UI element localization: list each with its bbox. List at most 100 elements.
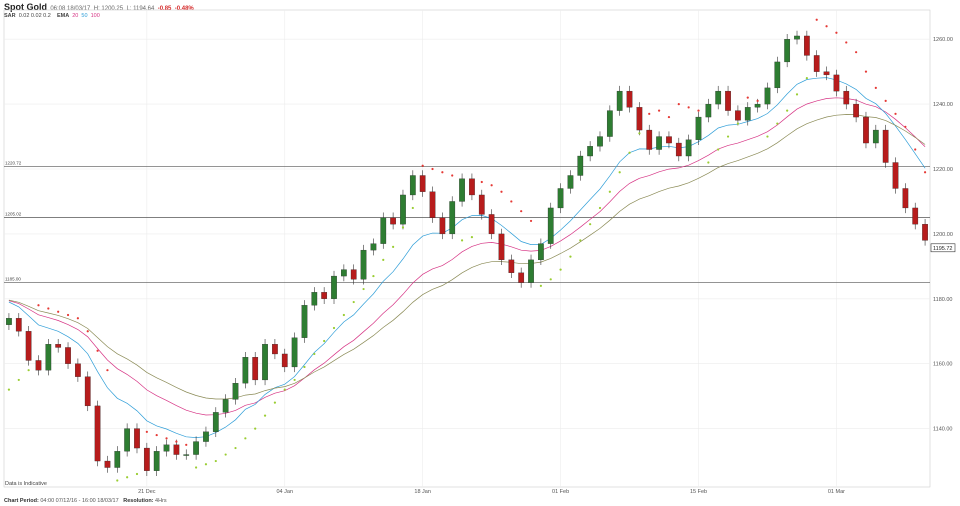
sar-dot <box>234 446 237 450</box>
candle-body <box>813 55 820 72</box>
sar-dot <box>47 307 50 310</box>
candle-body <box>153 451 160 471</box>
candle-body <box>725 90 731 111</box>
candle-body <box>528 259 534 283</box>
candle-body <box>872 129 879 144</box>
sar-dot <box>657 109 661 112</box>
candle-body <box>163 444 170 452</box>
sar-dot <box>707 161 710 164</box>
candle-body <box>754 103 761 108</box>
candle-body <box>242 357 249 384</box>
sar-dot <box>313 352 316 356</box>
sar-dot <box>835 31 838 34</box>
sar-dot <box>736 122 740 125</box>
sar-dot <box>57 310 60 313</box>
ema100-line <box>8 114 926 400</box>
chart-period-label: Chart Period: <box>4 498 39 504</box>
y-tick-label: 1160.00 <box>933 362 952 368</box>
sar-dot <box>904 125 907 128</box>
candle-body <box>193 441 199 455</box>
candle-body <box>104 460 111 468</box>
resolution-value: 4Hrs <box>155 498 167 504</box>
sar-params: 0.02 0.02 0.2 <box>18 13 51 19</box>
candle-body <box>94 405 101 462</box>
sar-dot <box>559 268 562 271</box>
sar-dot <box>677 103 680 106</box>
candle-body <box>469 178 475 196</box>
candle-body <box>35 360 42 371</box>
chart-period-value: 04:00 07/12/16 - 16:00 18/03/17 <box>40 498 119 504</box>
sar-dot <box>106 369 109 372</box>
sar-dot <box>460 239 464 242</box>
candle-body <box>902 188 909 209</box>
candle-body <box>252 357 259 381</box>
candle-body <box>646 129 653 150</box>
ema50-param: 50 <box>81 13 88 19</box>
candle-body <box>863 116 869 144</box>
sar-dot <box>342 313 345 317</box>
sar-dot <box>185 443 188 446</box>
ema100-param: 100 <box>90 13 100 19</box>
sar-dot <box>855 51 858 54</box>
candle-body <box>853 103 859 118</box>
sar-dot <box>421 164 424 167</box>
resolution-label: Resolution: <box>123 498 154 504</box>
quote-change: -0.85 <box>157 6 172 12</box>
sar-dot <box>135 472 139 476</box>
sar-dot <box>638 132 641 135</box>
sar-dot <box>717 148 720 151</box>
y-tick-label: 1240.00 <box>933 102 953 108</box>
sar-dot <box>687 106 690 109</box>
candle-body <box>597 136 603 147</box>
candle-body <box>301 305 308 338</box>
candle-body <box>350 269 357 280</box>
sar-dot <box>766 135 769 138</box>
sar-dot <box>155 433 158 437</box>
candle-body <box>134 428 140 449</box>
candle-body <box>222 399 229 413</box>
last-price-label: 1195.72 <box>933 246 952 252</box>
level-label: 1220.72 <box>5 161 22 166</box>
sar-dot <box>795 93 799 96</box>
sar-dot <box>303 365 306 369</box>
candle-body <box>25 331 32 361</box>
candle-body <box>409 175 416 196</box>
sar-dot <box>746 96 749 99</box>
sar-dot <box>126 476 129 479</box>
ema20-line <box>8 97 926 416</box>
candle-body <box>577 155 584 176</box>
candle-body <box>75 363 81 377</box>
candle-body <box>272 344 278 355</box>
sar-dot <box>451 174 454 177</box>
level-label: 1205.02 <box>5 212 22 217</box>
quote-low: L: 1194.64 <box>126 6 155 12</box>
sar-dot <box>815 18 818 21</box>
sar-dot <box>520 210 523 213</box>
candle-body <box>212 412 219 432</box>
sar-dot <box>549 278 552 281</box>
sar-dot <box>263 414 267 417</box>
candle-body <box>675 142 682 157</box>
x-tick-label: 04 Jan <box>276 489 293 495</box>
candle-body <box>833 74 840 92</box>
sar-dot <box>884 99 887 102</box>
sar-dot <box>293 378 296 382</box>
sar-dot <box>441 171 444 174</box>
sar-dot <box>214 459 217 463</box>
sar-dot <box>283 388 286 391</box>
sar-dot <box>579 239 582 242</box>
candle-body <box>84 376 91 407</box>
sar-dot <box>539 284 542 287</box>
sar-dot <box>352 300 355 304</box>
sar-dot <box>589 223 592 226</box>
sar-dot <box>608 190 611 193</box>
sar-dot <box>382 258 385 261</box>
chart-header: Spot Gold 06:08 18/03/17 H: 1200.25 L: 1… <box>4 2 194 12</box>
indicator-legend: SAR 0.02 0.02 0.2 EMA 20 50 100 <box>4 13 100 19</box>
sar-dot <box>726 135 730 138</box>
candle-body <box>311 292 318 306</box>
sar-dot <box>805 77 808 80</box>
candle-body <box>547 207 554 244</box>
sar-dot <box>786 109 789 112</box>
